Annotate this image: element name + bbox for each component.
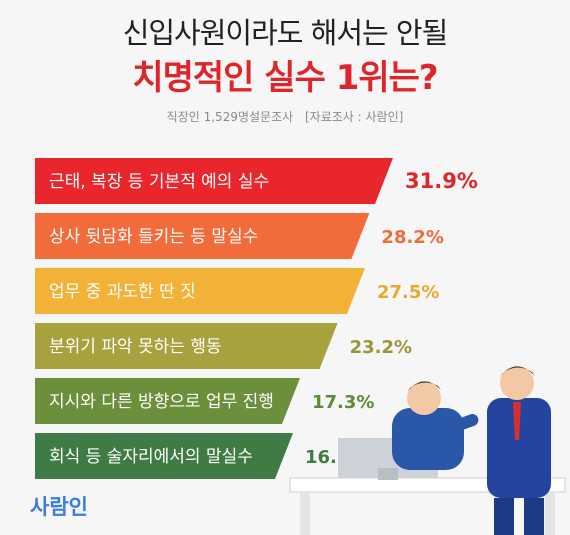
category-label-5: 지시와 다른 방향으로 업무 진행 — [49, 392, 274, 412]
category-label-1: 근태, 복장 등 기본적 예의 실수 — [49, 172, 269, 192]
bar-1 — [35, 158, 393, 204]
category-label-4: 분위기 파악 못하는 행동 — [49, 337, 222, 357]
value-label-1: 31.9% — [405, 169, 478, 193]
bar-6 — [35, 433, 293, 479]
bar-2 — [35, 213, 370, 259]
category-label-2: 상사 뒷담화 들키는 등 말실수 — [49, 227, 258, 247]
title-line-1: 신입사원이라도 해서는 안될 — [122, 16, 449, 50]
survey-source: 직장인 1,529명설문조사 [자료조사 : 사람인] — [0, 108, 570, 125]
category-label-6: 회식 등 술자리에서의 말실수 — [49, 447, 253, 467]
data-source: [자료조사 : 사람인] — [305, 110, 404, 124]
value-label-2: 28.2% — [381, 227, 443, 248]
bar-3 — [35, 268, 365, 314]
category-label-3: 업무 중 과도한 딴 짓 — [49, 282, 196, 302]
saramin-logo: 사람인 — [30, 495, 88, 519]
value-label-3: 27.5% — [377, 282, 439, 303]
bar-5 — [35, 378, 301, 424]
value-label-5: 17.3% — [312, 392, 374, 413]
title-line-2: 치명적인 실수 1위는? — [132, 58, 438, 98]
survey-note: 직장인 1,529명설문조사 — [166, 110, 294, 124]
bar-4 — [35, 323, 338, 369]
value-label-4: 23.2% — [350, 337, 412, 358]
